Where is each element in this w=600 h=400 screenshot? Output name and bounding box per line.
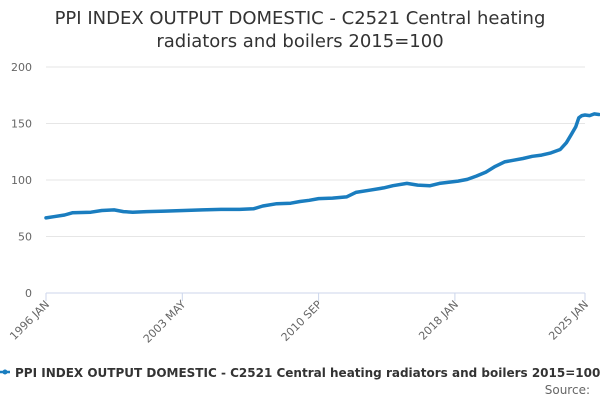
y-tick-label: 100	[11, 174, 32, 187]
chart-title: PPI INDEX OUTPUT DOMESTIC - C2521 Centra…	[55, 8, 546, 52]
x-tick-label: 2025 JAN	[546, 298, 591, 343]
x-tick-label: 2018 JAN	[416, 298, 461, 343]
y-tick-label: 50	[18, 231, 32, 244]
gridlines	[46, 66, 585, 294]
chart-title-line-2: radiators and boilers 2015=100	[156, 31, 443, 52]
legend-label: PPI INDEX OUTPUT DOMESTIC - C2521 Centra…	[15, 366, 600, 380]
legend-marker	[2, 369, 8, 375]
x-tick-label: 2010 SEP	[279, 298, 325, 344]
y-tick-label: 200	[11, 61, 32, 74]
legend[interactable]: PPI INDEX OUTPUT DOMESTIC - C2521 Centra…	[0, 366, 600, 380]
x-tick-label: 2003 MAY	[141, 298, 189, 346]
x-tick-label: 1996 JAN	[7, 298, 52, 343]
chart-title-line-1: PPI INDEX OUTPUT DOMESTIC - C2521 Centra…	[55, 8, 546, 29]
y-tick-label: 0	[25, 287, 32, 300]
x-axis: 1996 JAN 2003 MAY 2010 SEP 2018 JAN 2025 JAN	[7, 292, 591, 346]
y-tick-label: 150	[11, 118, 32, 131]
source-label: Source:	[545, 383, 590, 397]
series-layer	[44, 112, 600, 220]
series-line[interactable]	[44, 112, 600, 220]
y-axis: 0 50 100 150 200	[11, 61, 32, 300]
